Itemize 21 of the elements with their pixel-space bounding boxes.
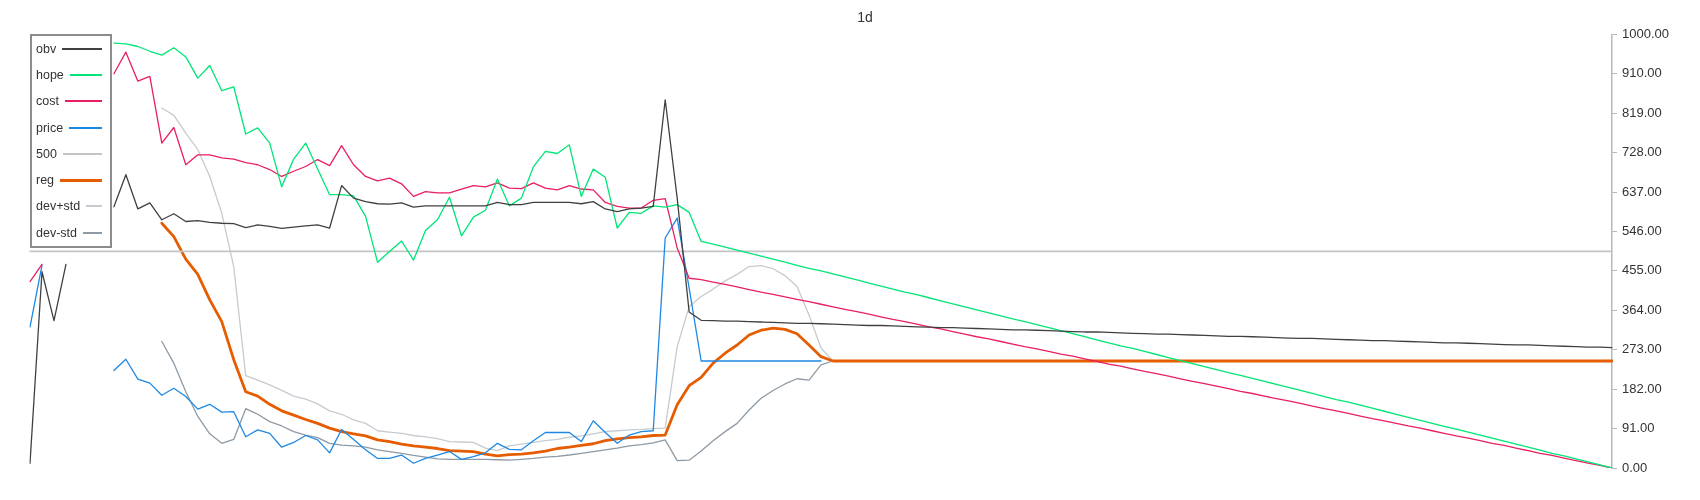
y-tick-label: 728.00 [1622, 144, 1662, 160]
legend-label: cost [36, 94, 59, 109]
y-tick-label: 1000.00 [1622, 26, 1669, 42]
legend-label: hope [36, 68, 64, 83]
legend-label: dev+std [36, 199, 81, 214]
legend-label: dev-std [36, 225, 77, 240]
legend-label: obv [36, 41, 57, 56]
y-tick-label: 546.00 [1622, 223, 1662, 239]
chart-title: 1d [857, 9, 873, 26]
y-tick-label: 273.00 [1622, 341, 1662, 357]
y-tick-label: 819.00 [1622, 104, 1662, 120]
y-tick-label: 182.00 [1622, 380, 1662, 396]
y-tick-label: 364.00 [1622, 301, 1662, 317]
y-tick-label: 910.00 [1622, 65, 1662, 81]
legend-label: 500 [36, 146, 57, 161]
legend-label: price [36, 120, 64, 135]
y-tick-label: 0.00 [1622, 459, 1648, 475]
legend-label: reg [36, 173, 55, 188]
y-tick-label: 637.00 [1622, 183, 1662, 199]
y-tick-label: 91.00 [1622, 420, 1655, 436]
y-tick-label: 455.00 [1622, 262, 1662, 278]
